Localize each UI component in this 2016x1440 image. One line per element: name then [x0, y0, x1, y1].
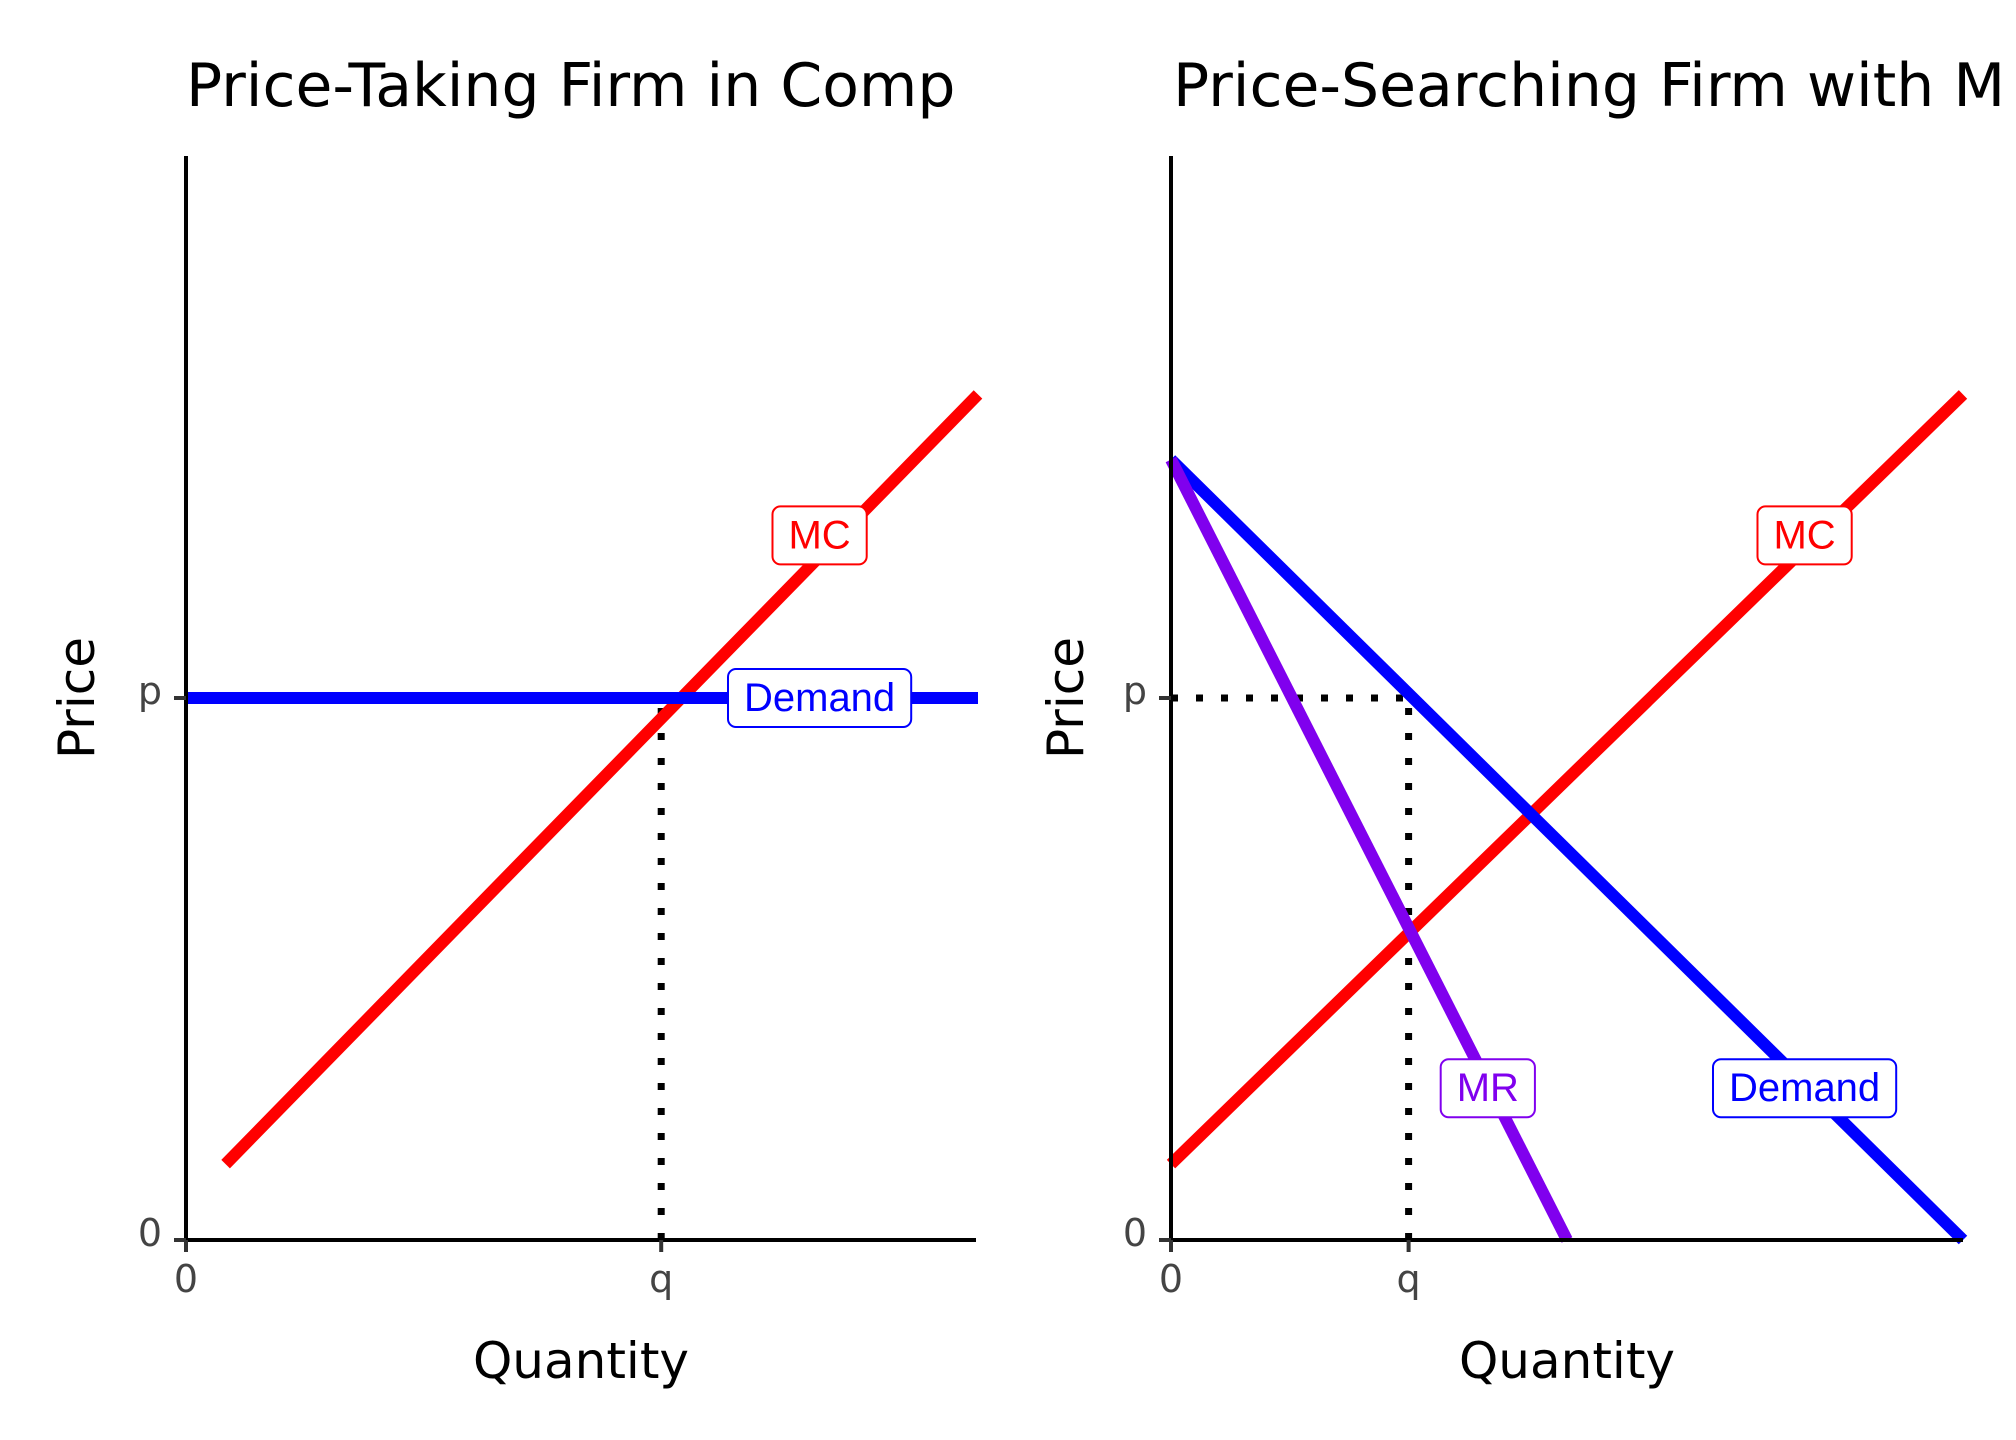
label-text: MR: [1457, 1066, 1519, 1110]
label-text: Demand: [1729, 1066, 1880, 1110]
panel-title: Price-Searching Firm with M: [1173, 51, 2005, 121]
mc-label: MC: [771, 505, 868, 566]
x-tick-label: q: [1397, 1257, 1421, 1301]
label-text: MC: [1773, 513, 1835, 557]
mr-curve: [1165, 456, 1573, 1243]
demand-curve: [1166, 455, 1968, 1245]
x-axis-title: Quantity: [473, 1332, 689, 1390]
plot-area: MC Demand: [186, 390, 983, 1240]
x-tick-label: q: [649, 1257, 673, 1301]
demand-label: Demand: [726, 668, 913, 728]
x-tick-label: 0: [1159, 1257, 1183, 1301]
y-tick-label: p: [138, 669, 162, 713]
mc-label: MC: [1756, 505, 1853, 566]
y-axis-title: Price: [1037, 637, 1095, 759]
mr-label: MR: [1439, 1058, 1536, 1119]
demand-label: Demand: [1711, 1058, 1898, 1119]
tick-group: 0 q 0 p: [1123, 669, 1421, 1301]
y-tick-label: 0: [138, 1211, 162, 1255]
panel-price-searching: Price-Searching Firm with M MC Demand MR 0…: [1037, 51, 2005, 1390]
x-tick-label: 0: [174, 1257, 198, 1301]
y-tick-label: p: [1123, 669, 1147, 713]
label-box: [1711, 1058, 1898, 1119]
plot-area: MC Demand MR: [1165, 390, 1968, 1245]
y-axis-title: Price: [48, 637, 106, 759]
label-text: Demand: [744, 676, 895, 720]
panel-title: Price-Taking Firm in Comp: [186, 51, 955, 121]
label-text: MC: [788, 513, 850, 557]
label-box: [771, 505, 868, 566]
label-box: [1756, 505, 1853, 566]
tick-group: 0 q 0 p: [138, 669, 673, 1301]
y-tick-label: 0: [1123, 1211, 1147, 1255]
x-axis-title: Quantity: [1459, 1332, 1675, 1390]
label-box: [1439, 1058, 1536, 1119]
label-box: [726, 668, 913, 728]
